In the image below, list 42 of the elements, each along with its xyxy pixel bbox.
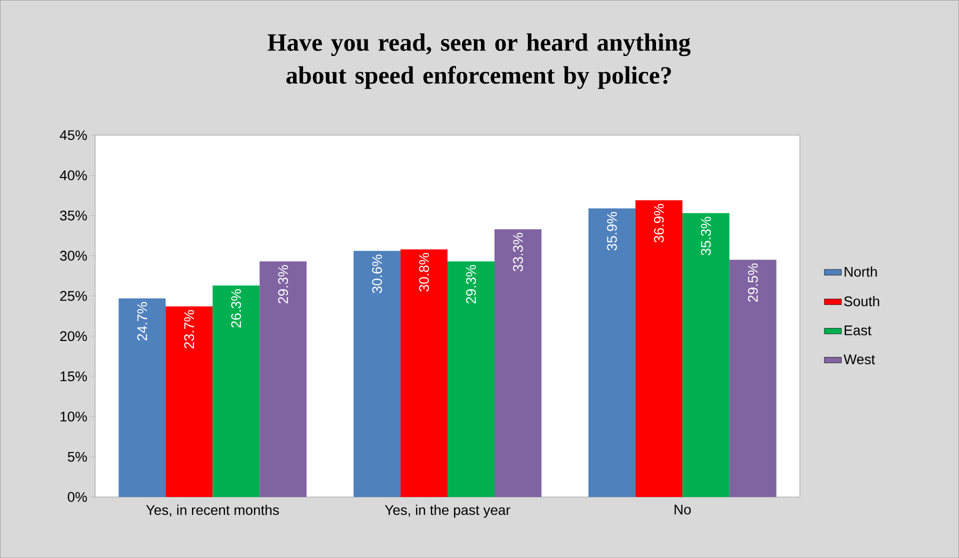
y-tick-label: 30%: [60, 250, 87, 261]
bar: [494, 229, 542, 497]
x-tick-label: Yes, in the past year: [384, 504, 510, 518]
data-label: 36.9%: [654, 204, 664, 242]
data-label: 26.3%: [231, 289, 242, 328]
data-label: 29.3%: [278, 264, 288, 304]
y-tick-label: 25%: [60, 290, 87, 301]
data-label: 35.3%: [700, 216, 711, 256]
y-tick-label: 15%: [60, 371, 87, 382]
data-label: 29.3%: [466, 264, 476, 304]
bar: [635, 200, 682, 497]
bar: [588, 208, 636, 497]
y-tick-label: 5%: [68, 452, 87, 462]
legend-label: North: [844, 266, 877, 277]
data-label: 35.9%: [607, 212, 617, 250]
x-tick-label: Yes, in recent months: [146, 504, 279, 517]
legend-label: West: [844, 354, 875, 364]
legend-label: East: [844, 325, 872, 336]
chart-title: Have you read, seen or heard anything about speed enforcement by police?: [268, 33, 690, 89]
bar: [354, 250, 401, 497]
bar: [682, 213, 730, 497]
bar: [729, 260, 776, 497]
data-label: 30.6%: [372, 254, 382, 294]
bar: [166, 306, 213, 497]
bar: [212, 285, 260, 497]
y-tick-label: 45%: [60, 130, 87, 140]
data-label: 23.7%: [184, 310, 194, 348]
data-label: 30.8%: [419, 252, 429, 292]
x-tick-label: No: [674, 504, 691, 514]
legend-label: South: [844, 296, 880, 306]
bar: [448, 261, 494, 497]
y-tick-label: 0%: [68, 492, 87, 502]
bar: [118, 298, 166, 497]
data-label: 29.5%: [748, 263, 758, 302]
y-tick-label: 20%: [60, 331, 87, 342]
y-tick-label: 35%: [60, 210, 87, 220]
bar: [260, 261, 307, 497]
y-tick-label: 10%: [60, 412, 87, 422]
data-label: 33.3%: [513, 232, 523, 272]
bar: [400, 249, 448, 497]
data-label: 24.7%: [137, 302, 148, 340]
y-tick-label: 40%: [60, 170, 87, 180]
